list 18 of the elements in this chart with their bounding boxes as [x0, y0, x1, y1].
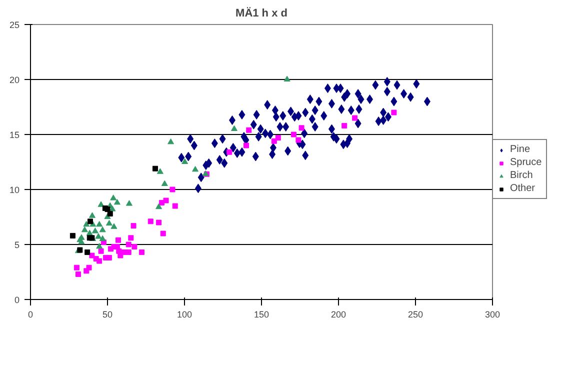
x-tick-label: 50: [102, 310, 113, 320]
legend-label: Birch: [510, 170, 533, 181]
legend-label: Pine: [510, 144, 530, 155]
y-tick-label: 10: [9, 185, 20, 195]
x-tick-label: 250: [408, 310, 424, 320]
chart-title: MÄ1 h x d: [236, 6, 288, 20]
y-tick-label: 25: [9, 20, 20, 30]
legend-label: Other: [510, 183, 536, 194]
y-tick-label: 5: [14, 240, 20, 250]
y-tick-label: 0: [14, 295, 20, 305]
y-tick-label: 15: [9, 130, 20, 140]
x-tick-label: 200: [330, 310, 346, 320]
x-tick-label: 300: [484, 310, 500, 320]
x-tick-label: 150: [254, 310, 270, 320]
legend-label: Spruce: [510, 157, 542, 168]
x-tick-label: 100: [176, 310, 192, 320]
x-tick-label: 0: [28, 310, 34, 320]
y-tick-label: 20: [9, 75, 20, 85]
